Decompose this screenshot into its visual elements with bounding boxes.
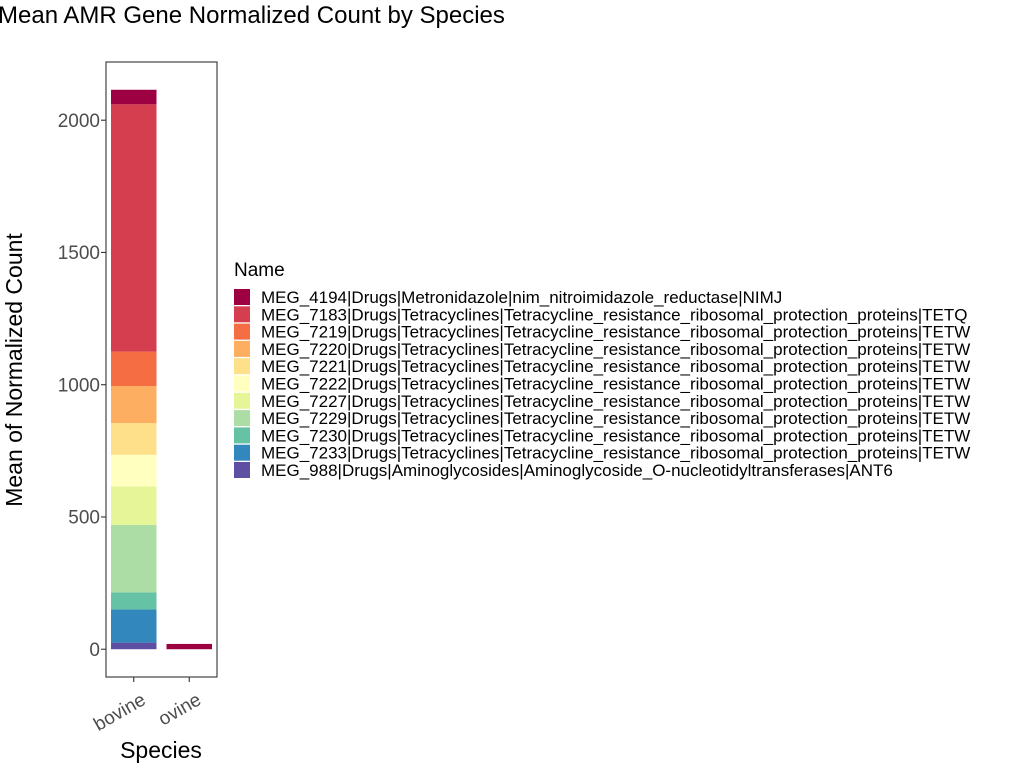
legend-key-2 [234,323,250,340]
y-tick-label-1000: 1000 [58,375,100,396]
y-tick-label-1500: 1500 [58,243,100,264]
panel-border [105,61,218,678]
y-tick-label-2000: 2000 [58,111,100,132]
legend-label-2: MEG_7219|Drugs|Tetracyclines|Tetracyclin… [261,323,970,342]
legend-label-6: MEG_7227|Drugs|Tetracyclines|Tetracyclin… [261,392,970,411]
x-axis-title: Species [120,737,202,763]
legend-label-4: MEG_7221|Drugs|Tetracyclines|Tetracyclin… [261,357,970,376]
bar-bovine-segment-8 [110,351,157,387]
legend-title: Name [234,260,285,281]
legend-label-10: MEG_988|Drugs|Aminoglycosides|Aminoglyco… [261,461,893,480]
legend-label-9: MEG_7233|Drugs|Tetracyclines|Tetracyclin… [261,444,970,463]
legend-label-1: MEG_7183|Drugs|Tetracyclines|Tetracyclin… [261,305,967,324]
bar-bovine-segment-7 [110,386,157,424]
chart-title: Mean AMR Gene Normalized Count by Specie… [0,2,505,29]
legend-label-3: MEG_7220|Drugs|Tetracyclines|Tetracyclin… [261,340,970,359]
plot-area: bovine ovine 0 500 1000 1500 2000 [58,61,218,736]
legend: MEG_4194|Drugs|Metronidazole|nim_nitroim… [234,288,970,480]
y-tick-label-0: 0 [89,640,100,661]
legend-key-5 [234,375,250,392]
bar-bovine-segment-4 [110,486,157,525]
bar-bovine-segment-6 [110,423,157,455]
y-axis-title: Mean of Normalized Count [1,233,27,507]
legend-key-1 [234,306,250,323]
bar-bovine-segment-5 [110,454,157,487]
bar-bovine-segment-10 [110,89,157,105]
bar-bovine-segment-2 [110,592,157,610]
legend-key-6 [234,392,250,409]
legend-key-8 [234,427,250,444]
x-tick-label-bovine: bovine [90,689,149,735]
bar-ovine-segment-10 [166,643,213,650]
legend-label-5: MEG_7222|Drugs|Tetracyclines|Tetracyclin… [261,374,970,393]
legend-label-0: MEG_4194|Drugs|Metronidazole|nim_nitroim… [261,288,782,307]
bar-bovine-segment-9 [110,104,157,352]
legend-key-3 [234,340,250,357]
legend-key-9 [234,444,250,461]
legend-key-7 [234,410,250,427]
bar-bovine-segment-0 [110,642,157,650]
legend-key-0 [234,289,250,305]
legend-label-8: MEG_7230|Drugs|Tetracyclines|Tetracyclin… [261,426,970,445]
bar-bovine-segment-3 [110,524,157,593]
y-tick-label-500: 500 [68,508,100,529]
legend-key-4 [234,358,250,375]
legend-label-7: MEG_7229|Drugs|Tetracyclines|Tetracyclin… [261,409,970,428]
bar-bovine-segment-1 [110,609,157,643]
legend-key-10 [234,462,250,478]
x-tick-label-ovine: ovine [155,689,205,730]
